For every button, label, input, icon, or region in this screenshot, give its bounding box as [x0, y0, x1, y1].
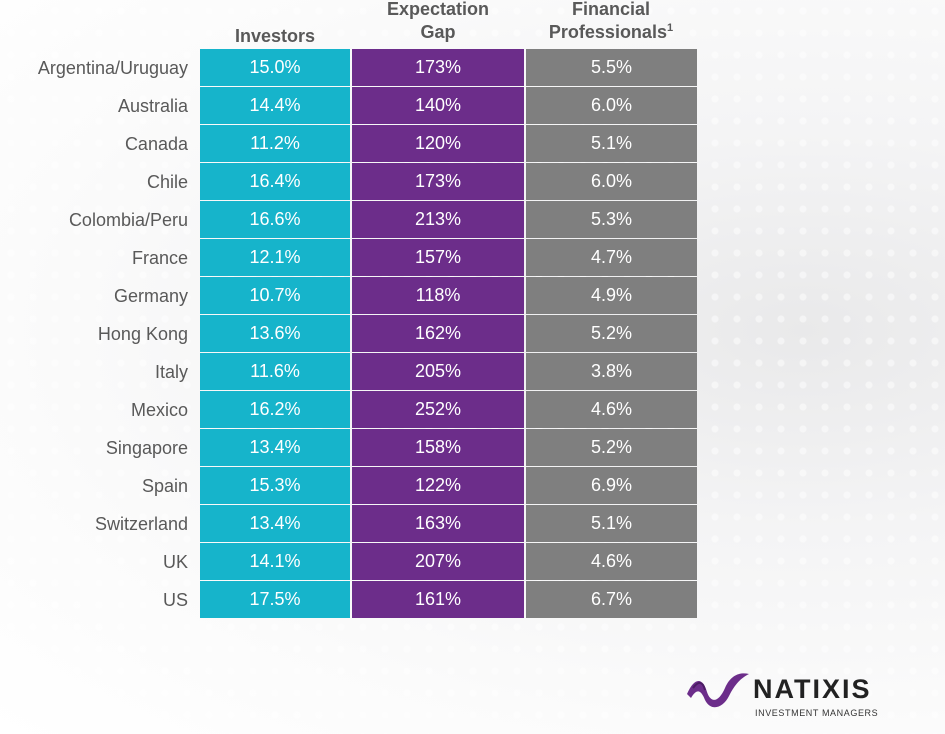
- financial-professionals-cell: 4.9%: [526, 277, 697, 314]
- table-header: Investors Expectation Gap Financial Prof…: [0, 0, 945, 48]
- investors-cell: 16.2%: [200, 391, 350, 428]
- country-label: Canada: [124, 134, 188, 154]
- investors-cell: 11.6%: [200, 353, 350, 390]
- investors-cell: 13.4%: [200, 505, 350, 542]
- investors-cell: 14.4%: [200, 87, 350, 124]
- natixis-logo: NATIXIS INVESTMENT MANAGERS: [685, 664, 915, 724]
- header-gap-label: Expectation Gap: [387, 0, 489, 44]
- header-financial-professionals: Financial Professionals1: [526, 0, 696, 44]
- investors-cell: 14.1%: [200, 543, 350, 580]
- country-label: Colombia/Peru: [68, 210, 188, 230]
- table-row: Colombia/Peru 16.6% 213% 5.3%: [0, 201, 700, 239]
- natixis-wordmark: NATIXIS: [753, 674, 872, 704]
- header-gap-line2: Gap: [420, 22, 456, 42]
- natixis-tagline: INVESTMENT MANAGERS: [755, 708, 879, 718]
- financial-professionals-cell: 6.0%: [526, 163, 697, 200]
- expectation-gap-cell: 163%: [352, 505, 524, 542]
- financial-professionals-cell: 5.2%: [526, 315, 697, 352]
- table-row: Spain 15.3% 122% 6.9%: [0, 467, 700, 505]
- expectation-gap-cell: 252%: [352, 391, 524, 428]
- header-fin-label: Financial Professionals1: [549, 0, 673, 44]
- table-row: Argentina/Uruguay 15.0% 173% 5.5%: [0, 49, 700, 87]
- expectation-gap-cell: 207%: [352, 543, 524, 580]
- financial-professionals-cell: 4.6%: [526, 391, 697, 428]
- country-label: Singapore: [105, 438, 188, 458]
- country-label: Germany: [113, 286, 188, 306]
- table-row: Germany 10.7% 118% 4.9%: [0, 277, 700, 315]
- header-investors: Investors: [200, 0, 350, 48]
- expectation-gap-cell: 158%: [352, 429, 524, 466]
- country-label: Switzerland: [94, 514, 188, 534]
- investors-cell: 12.1%: [200, 239, 350, 276]
- expectation-gap-cell: 140%: [352, 87, 524, 124]
- investors-cell: 17.5%: [200, 581, 350, 618]
- financial-professionals-cell: 4.7%: [526, 239, 697, 276]
- financial-professionals-cell: 4.6%: [526, 543, 697, 580]
- country-label: France: [131, 248, 188, 268]
- investors-cell: 16.6%: [200, 201, 350, 238]
- country-label: UK: [162, 552, 188, 572]
- expectation-gap-cell: 157%: [352, 239, 524, 276]
- investors-cell: 15.0%: [200, 49, 350, 86]
- financial-professionals-cell: 5.5%: [526, 49, 697, 86]
- expectation-gap-cell: 213%: [352, 201, 524, 238]
- country-label: US: [162, 590, 188, 610]
- country-label: Mexico: [130, 400, 188, 420]
- financial-professionals-cell: 5.2%: [526, 429, 697, 466]
- table-row: Switzerland 13.4% 163% 5.1%: [0, 505, 700, 543]
- investors-cell: 13.6%: [200, 315, 350, 352]
- table-row: France 12.1% 157% 4.7%: [0, 239, 700, 277]
- expectation-gap-cell: 120%: [352, 125, 524, 162]
- expectation-gap-cell: 173%: [352, 163, 524, 200]
- financial-professionals-cell: 6.9%: [526, 467, 697, 504]
- country-label: Spain: [141, 476, 188, 496]
- investors-cell: 15.3%: [200, 467, 350, 504]
- country-label: Argentina/Uruguay: [37, 58, 188, 78]
- table-row: Chile 16.4% 173% 6.0%: [0, 163, 700, 201]
- table-row: Hong Kong 13.6% 162% 5.2%: [0, 315, 700, 353]
- investors-cell: 16.4%: [200, 163, 350, 200]
- country-label: Chile: [146, 172, 188, 192]
- financial-professionals-cell: 5.1%: [526, 505, 697, 542]
- table-row: Italy 11.6% 205% 3.8%: [0, 353, 700, 391]
- footnote-marker: 1: [666, 22, 674, 34]
- header-expectation-gap: Expectation Gap: [352, 0, 524, 44]
- table-row: US 17.5% 161% 6.7%: [0, 581, 700, 619]
- expectation-gap-cell: 118%: [352, 277, 524, 314]
- financial-professionals-cell: 3.8%: [526, 353, 697, 390]
- expectation-gap-cell: 122%: [352, 467, 524, 504]
- header-fin-line2: Professionals: [548, 22, 667, 42]
- expectation-gap-cell: 162%: [352, 315, 524, 352]
- header-fin-line1: Financial: [571, 0, 650, 19]
- table-row: Singapore 13.4% 158% 5.2%: [0, 429, 700, 467]
- natixis-swoosh-icon: [687, 673, 749, 708]
- country-label: Hong Kong: [97, 324, 188, 344]
- table-row: Canada 11.2% 120% 5.1%: [0, 125, 700, 163]
- country-label: Australia: [117, 96, 188, 116]
- country-label: Italy: [154, 362, 188, 382]
- investors-cell: 11.2%: [200, 125, 350, 162]
- header-gap-line1: Expectation: [386, 0, 490, 19]
- investors-cell: 13.4%: [200, 429, 350, 466]
- table-row: Australia 14.4% 140% 6.0%: [0, 87, 700, 125]
- expectation-gap-cell: 161%: [352, 581, 524, 618]
- financial-professionals-cell: 6.7%: [526, 581, 697, 618]
- financial-professionals-cell: 5.1%: [526, 125, 697, 162]
- expectation-gap-cell: 173%: [352, 49, 524, 86]
- expectation-gap-cell: 205%: [352, 353, 524, 390]
- financial-professionals-cell: 5.3%: [526, 201, 697, 238]
- table-row: UK 14.1% 207% 4.6%: [0, 543, 700, 581]
- header-investors-label: Investors: [234, 26, 316, 46]
- investors-cell: 10.7%: [200, 277, 350, 314]
- table-row: Mexico 16.2% 252% 4.6%: [0, 391, 700, 429]
- financial-professionals-cell: 6.0%: [526, 87, 697, 124]
